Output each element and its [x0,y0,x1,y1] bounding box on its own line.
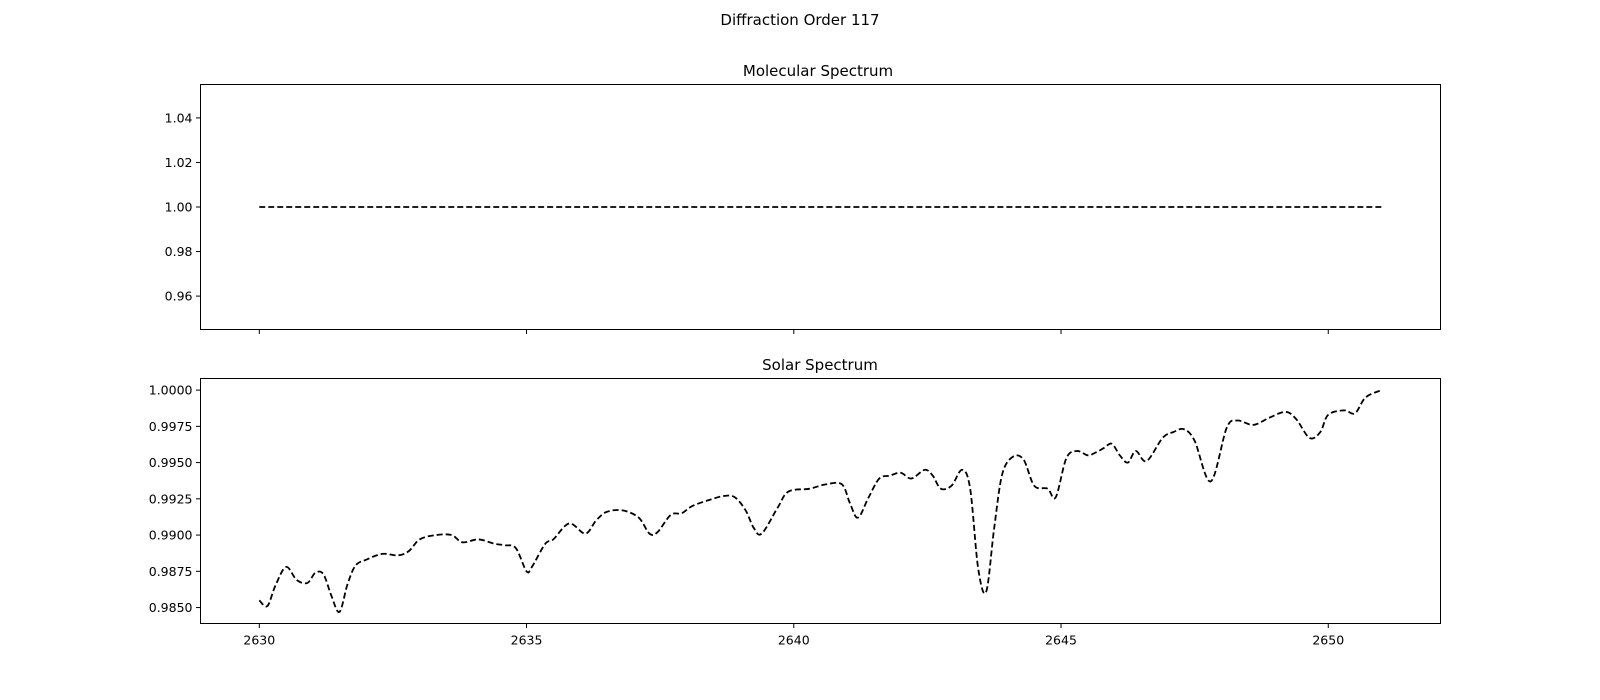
molecular-spectrum-y-tick-label: 0.96 [165,289,193,304]
molecular-spectrum-y-tick-label: 0.98 [165,244,193,259]
molecular-spectrum-ticks: 0.96 0.98 1.00 1.02 1.04 [165,110,1329,334]
solar-spectrum-title: Solar Spectrum [762,356,878,374]
molecular-spectrum-y-tick-label: 1.00 [165,200,193,215]
solar-spectrum-y-tick-label: 0.9975 [149,419,193,434]
molecular-spectrum-title: Molecular Spectrum [743,62,893,80]
solar-spectrum-x-tick-label: 2630 [243,633,275,648]
figure-title: Diffraction Order 117 [720,11,879,29]
molecular-spectrum-y-tick-label: 1.02 [165,155,193,170]
solar-spectrum-y-tick-label: 0.9850 [149,600,193,615]
solar-spectrum-y-tick-label: 1.0000 [149,383,193,398]
solar-spectrum-y-tick-label: 0.9875 [149,564,193,579]
solar-spectrum-axes: Solar Spectrum 2630 2635 2640 2645 2650 0.985… [149,356,1441,648]
solar-spectrum-x-tick-label: 2640 [778,633,810,648]
molecular-spectrum-y-tick-label: 1.04 [165,110,193,125]
molecular-spectrum-axes: Molecular Spectrum 0.96 0.98 1.00 1.02 1.04 [165,62,1441,334]
solar-spectrum-frame [200,378,1441,624]
solar-spectrum-y-tick-label: 0.9900 [149,528,193,543]
solar-spectrum-plot-area [258,389,1383,613]
solar-spectrum-y-tick-label: 0.9925 [149,491,193,506]
solar-spectrum-x-tick-label: 2650 [1312,633,1344,648]
solar-spectrum-line [258,389,1383,613]
molecular-spectrum-frame [200,84,1441,330]
solar-spectrum-y-tick-label: 0.9950 [149,455,193,470]
solar-spectrum-ticks: 2630 2635 2640 2645 2650 0.9850 0.9875 0.9900 0.… [149,383,1344,648]
solar-spectrum-x-tick-label: 2645 [1045,633,1077,648]
solar-spectrum-x-tick-label: 2635 [511,633,543,648]
